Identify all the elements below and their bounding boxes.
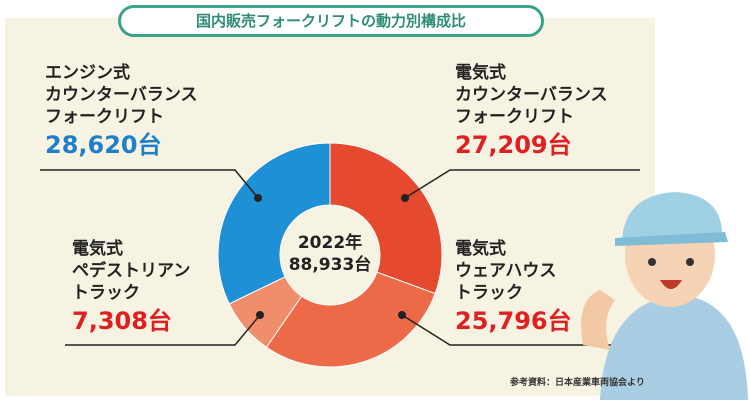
center-year: 2022年: [297, 233, 363, 253]
cap-brim: [615, 232, 728, 246]
donut-slice: [329, 142, 443, 295]
leader-dot: [401, 194, 409, 202]
value-label: 27,209台: [455, 131, 572, 159]
value-label: 7,308台: [72, 307, 172, 335]
mouth: [660, 280, 682, 289]
slice-label: 電気式 ペデストリアン トラック 7,308台: [72, 238, 190, 336]
leader-line: [401, 314, 640, 346]
character: [581, 192, 748, 400]
category-label: エンジン式 カウンターバランス フォークリフト: [45, 63, 198, 127]
category-label: 電気式 ペデストリアン トラック: [72, 239, 191, 303]
leader-line: [40, 169, 259, 199]
cap: [622, 192, 723, 240]
body: [600, 295, 748, 400]
donut-slice: [265, 271, 436, 368]
leader-dot: [254, 194, 262, 202]
chart-title: 国内販売フォークリフトの動力別構成比: [118, 5, 544, 37]
slice-label: エンジン式 カウンターバランス フォークリフト 28,620台: [45, 62, 198, 160]
value-label: 25,796台: [455, 307, 572, 335]
leader-line: [404, 169, 640, 199]
hand: [581, 290, 615, 350]
leader-dot: [398, 311, 406, 319]
slice-label: 電気式 ウェアハウス トラック 25,796台: [455, 238, 572, 336]
eye: [686, 258, 694, 266]
eye: [648, 258, 656, 266]
source: 参考資料：日本産業車両協会より: [510, 378, 645, 388]
center-total: 88,933台: [288, 255, 372, 275]
center-label: 2022年 88,933台: [270, 232, 390, 276]
value-label: 28,620台: [45, 131, 162, 159]
slice-label: 電気式 カウンターバランス フォークリフト 27,209台: [455, 62, 608, 160]
category-label: 電気式 ウェアハウス トラック: [455, 239, 557, 303]
category-label: 電気式 カウンターバランス フォークリフト: [455, 63, 608, 127]
leader-dot: [256, 311, 264, 319]
leader-line: [65, 314, 261, 346]
